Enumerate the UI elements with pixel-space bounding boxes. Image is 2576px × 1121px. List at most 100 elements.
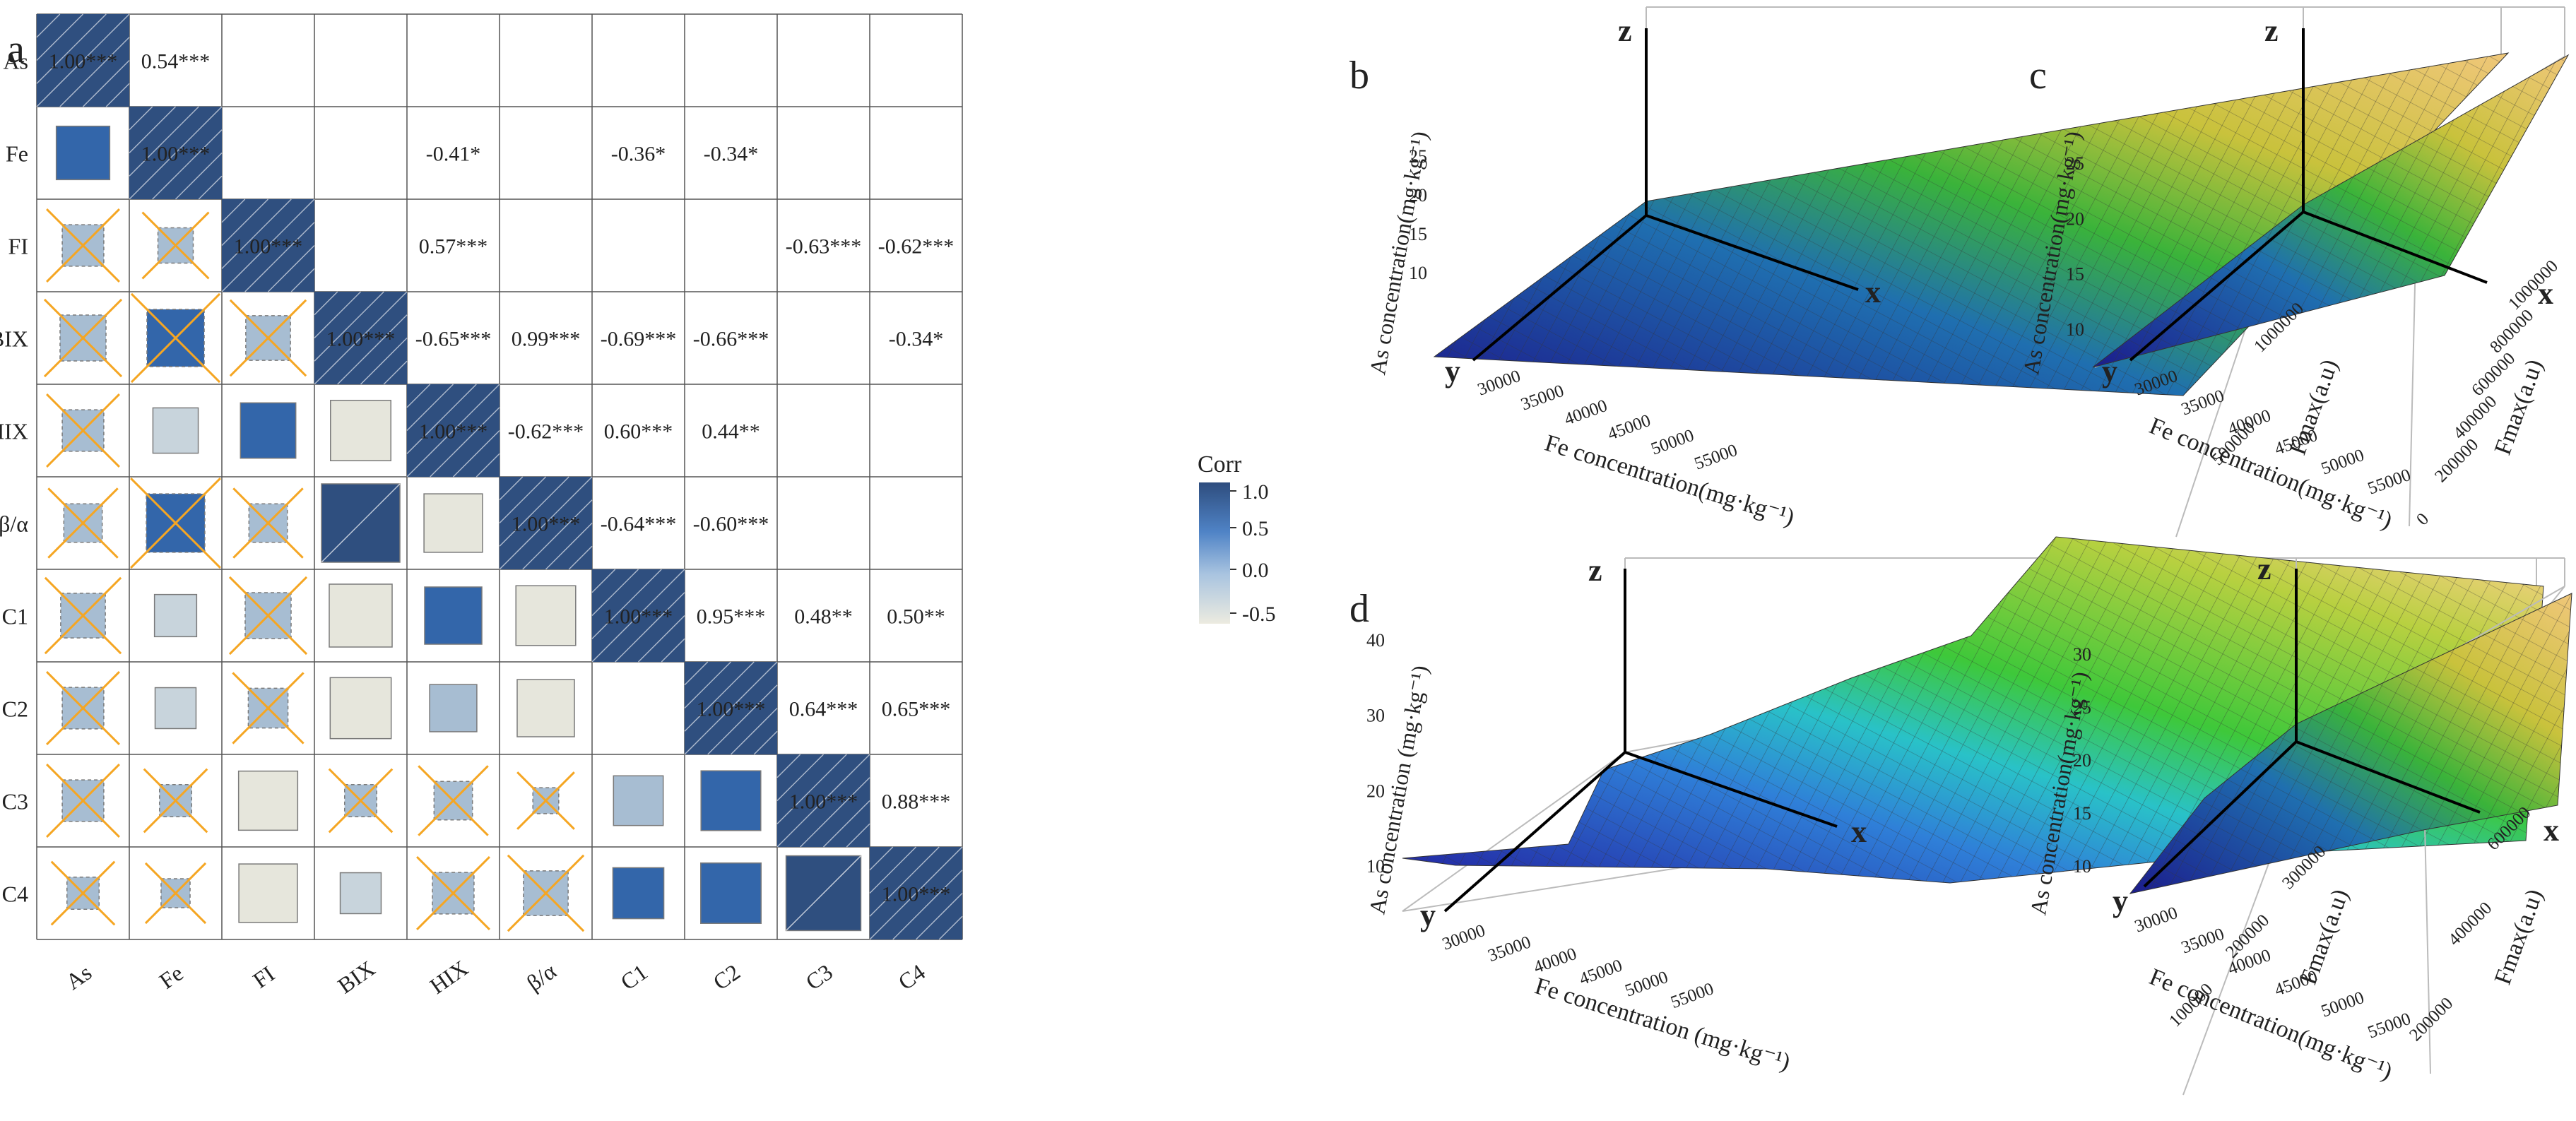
x-axis-line	[2303, 210, 2488, 284]
nonsig-cross	[46, 764, 120, 838]
column-label: C1	[616, 959, 652, 995]
z-tick-label: 40	[1366, 630, 1385, 651]
hatch-line	[406, 384, 500, 478]
row-label: FI	[8, 234, 28, 259]
nonsig-cross	[130, 292, 221, 384]
x-tick-label: 35000	[2179, 925, 2227, 958]
corr-value: 0.48**	[794, 605, 853, 629]
hatch-line	[684, 661, 778, 755]
z-axis-letter: z	[2264, 13, 2279, 48]
x-tick-label: 40000	[1531, 944, 1579, 978]
x-tick-label: 45000	[1577, 956, 1625, 989]
legend-title: Corr	[1198, 451, 1242, 478]
hatch-line	[684, 661, 732, 709]
hatch-line	[591, 569, 662, 639]
surface-plot-e: z x y	[2113, 552, 2572, 1074]
hatch-line	[175, 152, 223, 200]
x-tick-label: 40000	[1562, 396, 1610, 429]
hatch-line	[129, 106, 199, 177]
row-label: HIX	[0, 419, 28, 444]
hatch-line	[591, 569, 639, 617]
hatch-line	[753, 730, 778, 755]
nonsig-cross	[232, 487, 304, 559]
z-tick-label: 20	[1409, 185, 1427, 206]
row-label: C1	[2, 604, 28, 629]
x-axis-line	[2296, 740, 2481, 814]
x-axis-letter: x	[1851, 814, 1867, 849]
z-tick-label: 20	[1366, 781, 1385, 801]
hatch-line	[36, 13, 130, 107]
y-axis-letter: y	[1420, 898, 1436, 932]
z-tick-label: 15	[1409, 224, 1427, 244]
corr-value: -0.36*	[611, 143, 666, 166]
x-tick-label: 55000	[2365, 465, 2413, 499]
hatch-line	[290, 268, 315, 292]
corr-value: 1.00***	[49, 50, 118, 73]
legend-tick-label: -0.5	[1242, 603, 1276, 626]
corr-value: -0.66***	[693, 328, 769, 351]
hatch-line	[661, 638, 685, 663]
hatch-line	[314, 291, 384, 362]
hatch-line	[499, 476, 524, 501]
hatch-line	[707, 684, 778, 755]
corr-value: 1.00***	[234, 235, 303, 259]
hatch-line	[637, 615, 685, 663]
row-label: C4	[2, 882, 28, 907]
hatch-line	[430, 407, 500, 478]
column-label: C2	[709, 959, 745, 995]
corr-square	[55, 125, 111, 181]
row-label: C3	[2, 789, 28, 814]
row-label: C2	[2, 696, 28, 722]
corr-square	[152, 407, 199, 454]
z-axis-letter: z	[1588, 553, 1602, 588]
y-axis-line	[1443, 751, 1626, 913]
nonsig-cross	[50, 860, 116, 926]
corr-value: 0.64***	[789, 698, 858, 721]
corr-square	[154, 687, 197, 730]
correlation-heatmap: As As Fe Fe FI FI BIX BIX HIX HIX β/α β/α C1 C1 C2 C2 C3…	[0, 13, 963, 999]
z-tick-label: 15	[2073, 803, 2091, 824]
panel-label-a: a	[7, 28, 25, 71]
z-tick-label: 25	[1409, 146, 1427, 167]
hatch-line	[321, 483, 401, 563]
nonsig-cross	[46, 671, 120, 745]
x-tick-label: 30000	[2132, 903, 2180, 937]
x-tick-label: 55000	[1692, 441, 1740, 474]
hatch-line	[314, 291, 362, 339]
corr-value: 0.54***	[141, 50, 211, 73]
corr-value: 0.65***	[882, 698, 951, 721]
corr-legend: Corr 1.0 0.5 0.0 -0.5	[1198, 451, 1276, 626]
corr-value: 1.00***	[882, 883, 951, 906]
nonsig-cross	[46, 208, 120, 283]
x-tick-label: 50000	[2319, 446, 2367, 479]
hatch-line	[869, 846, 917, 894]
legend-tick-label: 1.0	[1242, 480, 1269, 504]
hatch-line	[383, 360, 408, 385]
hatch-line	[499, 476, 593, 570]
x-axis-line	[1624, 751, 1838, 828]
row-label: Fe	[6, 141, 28, 167]
corr-square	[612, 867, 665, 920]
corr-value: 0.99***	[512, 328, 581, 351]
surface-grid	[2130, 593, 2572, 894]
legend-colorbar	[1199, 482, 1230, 624]
corr-value: -0.60***	[693, 513, 769, 536]
y-tick-label: 400000	[2450, 392, 2500, 443]
hatch-line	[822, 800, 870, 848]
hatch-line	[684, 661, 709, 686]
hatch-line	[776, 754, 801, 778]
hatch-line	[129, 106, 223, 200]
nonsig-cross	[516, 771, 575, 830]
column-label: C3	[801, 959, 837, 995]
nonsig-cross	[130, 478, 221, 569]
x-tick-label: 50000	[1648, 426, 1696, 459]
hatch-line	[36, 13, 84, 61]
x-tick-label: 50000	[2319, 988, 2367, 1021]
corr-square	[153, 593, 198, 638]
y-axis-title: Fmax(a.u)	[2490, 886, 2548, 988]
hatch-line	[221, 198, 315, 292]
corr-value: 1.00***	[141, 143, 211, 166]
hatch-line	[36, 13, 61, 38]
z-tick-label: 10	[1409, 263, 1427, 283]
hatch-line	[591, 569, 616, 593]
